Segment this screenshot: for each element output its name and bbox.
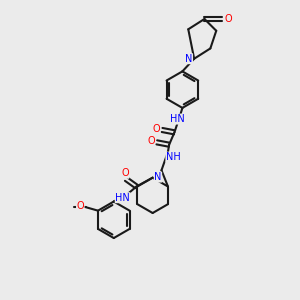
Text: HN: HN [115, 193, 130, 203]
Text: O: O [152, 124, 160, 134]
Text: O: O [121, 168, 129, 178]
Text: N: N [185, 54, 193, 64]
Text: O: O [76, 201, 84, 211]
Text: O: O [224, 14, 232, 24]
Text: HN: HN [170, 114, 185, 124]
Text: N: N [154, 172, 162, 182]
Text: O: O [147, 136, 155, 146]
Text: NH: NH [166, 152, 181, 162]
